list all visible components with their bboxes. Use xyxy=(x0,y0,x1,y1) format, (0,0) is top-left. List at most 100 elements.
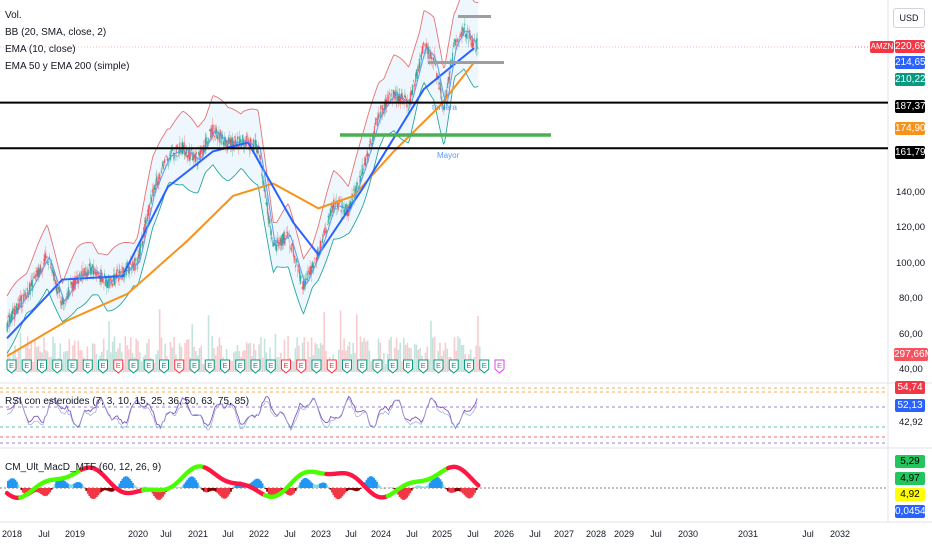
legend-bollinger[interactable]: BB (20, SMA, close, 2) xyxy=(5,27,106,39)
time-axis-label: 2019 xyxy=(65,529,85,539)
time-axis-label: 2027 xyxy=(554,529,574,539)
candle-body xyxy=(189,157,190,161)
earnings-marker-letter: E xyxy=(344,361,349,370)
candle-body xyxy=(396,90,397,101)
macd-hist-bar xyxy=(381,487,383,488)
volume-bar xyxy=(262,358,264,372)
candle-body xyxy=(265,190,266,198)
legend-volume[interactable]: Vol. xyxy=(5,10,22,22)
candle-body xyxy=(155,187,156,190)
time-axis-label: 2029 xyxy=(614,529,634,539)
candle-body xyxy=(457,39,458,42)
earnings-marker-letter: E xyxy=(177,361,182,370)
volume-bar xyxy=(112,342,114,372)
price-tag-ema10: 214,65 xyxy=(895,56,925,69)
time-axis-label: 2022 xyxy=(249,529,269,539)
candle-body xyxy=(151,198,152,202)
volume-bar xyxy=(81,350,83,372)
annotation-text: tercera xyxy=(432,103,457,112)
volume-bar xyxy=(383,353,385,372)
price-tag-level-lower: 161,79 xyxy=(895,146,925,159)
time-axis-label: Jul xyxy=(802,529,814,539)
volume-bar xyxy=(34,339,36,372)
candle-body xyxy=(98,273,99,274)
candle-body xyxy=(434,54,435,55)
volume-bar xyxy=(110,352,112,372)
candle-body xyxy=(252,142,253,143)
candle-body xyxy=(278,242,279,244)
candle-body xyxy=(163,164,164,168)
candle-body xyxy=(363,169,364,170)
candle-body xyxy=(93,266,94,274)
volume-bar xyxy=(246,342,248,372)
earnings-marker-letter: E xyxy=(405,361,410,370)
candle-body xyxy=(121,271,122,273)
volume-bar xyxy=(323,312,325,372)
macd-pane-title[interactable]: CM_Ult_MacD_MTF (60, 12, 26, 9) xyxy=(5,462,161,474)
candle-body xyxy=(370,139,371,143)
time-axis-label: 2031 xyxy=(738,529,758,539)
volume-bar xyxy=(18,348,20,372)
candle-body xyxy=(421,53,422,61)
range-box xyxy=(458,15,491,18)
candle-body xyxy=(176,156,177,157)
volume-bar xyxy=(385,364,387,372)
candle-body xyxy=(218,137,219,138)
earnings-marker-letter: E xyxy=(146,361,151,370)
candle-body xyxy=(390,95,391,96)
candle-body xyxy=(412,85,413,95)
macd-tag-4: 0,0454 xyxy=(895,505,925,518)
time-axis-label: 2028 xyxy=(586,529,606,539)
time-axis-label: 2026 xyxy=(494,529,514,539)
time-axis-label: Jul xyxy=(650,529,662,539)
earnings-marker-letter: E xyxy=(85,361,90,370)
candle-body xyxy=(117,269,118,270)
macd-hist-bar xyxy=(82,486,84,488)
candle-body xyxy=(288,238,289,239)
candle-body xyxy=(142,241,143,243)
candle-body xyxy=(453,45,454,46)
candle-body xyxy=(341,210,342,213)
time-axis-label: 2032 xyxy=(830,529,850,539)
volume-bar xyxy=(186,340,188,372)
candle-body xyxy=(431,57,432,60)
volume-bar xyxy=(399,343,401,372)
currency-button[interactable]: USD xyxy=(893,8,925,28)
volume-bar xyxy=(354,353,356,372)
candle-body xyxy=(109,283,110,288)
time-axis-label: 2021 xyxy=(188,529,208,539)
candle-body xyxy=(447,83,448,88)
candle-body xyxy=(441,97,442,102)
candle-body xyxy=(473,43,474,46)
candle-body xyxy=(269,219,270,224)
candle-body xyxy=(244,146,245,147)
candle-body xyxy=(460,34,461,37)
candle-body xyxy=(297,270,298,271)
time-axis-label: 2030 xyxy=(678,529,698,539)
rsi-pane-title[interactable]: RSI con esteroides (7, 3, 10, 15, 25, 36… xyxy=(5,396,249,408)
volume-bar xyxy=(155,354,157,372)
volume-bar xyxy=(49,357,51,372)
candle-body xyxy=(196,152,197,154)
legend-ema10[interactable]: EMA (10, close) xyxy=(5,44,76,56)
candle-body xyxy=(120,273,121,274)
candle-body xyxy=(369,144,370,146)
earnings-marker-letter: E xyxy=(299,361,304,370)
volume-bar xyxy=(307,342,309,372)
earnings-marker-letter: E xyxy=(161,361,166,370)
price-tag-level-upper: 187,37 xyxy=(895,100,925,113)
candle-body xyxy=(48,264,49,265)
time-axis-label: Jul xyxy=(345,529,357,539)
time-axis-label: Jul xyxy=(467,529,479,539)
candle-body xyxy=(50,267,51,269)
volume-bar xyxy=(293,361,295,372)
volume-bar xyxy=(217,346,219,372)
volume-bar xyxy=(78,341,80,372)
earnings-marker-letter: E xyxy=(9,361,14,370)
volume-bar xyxy=(428,359,430,372)
candle-body xyxy=(453,43,454,44)
legend-ema50-200[interactable]: EMA 50 y EMA 200 (simple) xyxy=(5,61,130,73)
candle-body xyxy=(172,149,173,151)
time-axis-label: 2024 xyxy=(371,529,391,539)
candle-body xyxy=(46,257,47,258)
